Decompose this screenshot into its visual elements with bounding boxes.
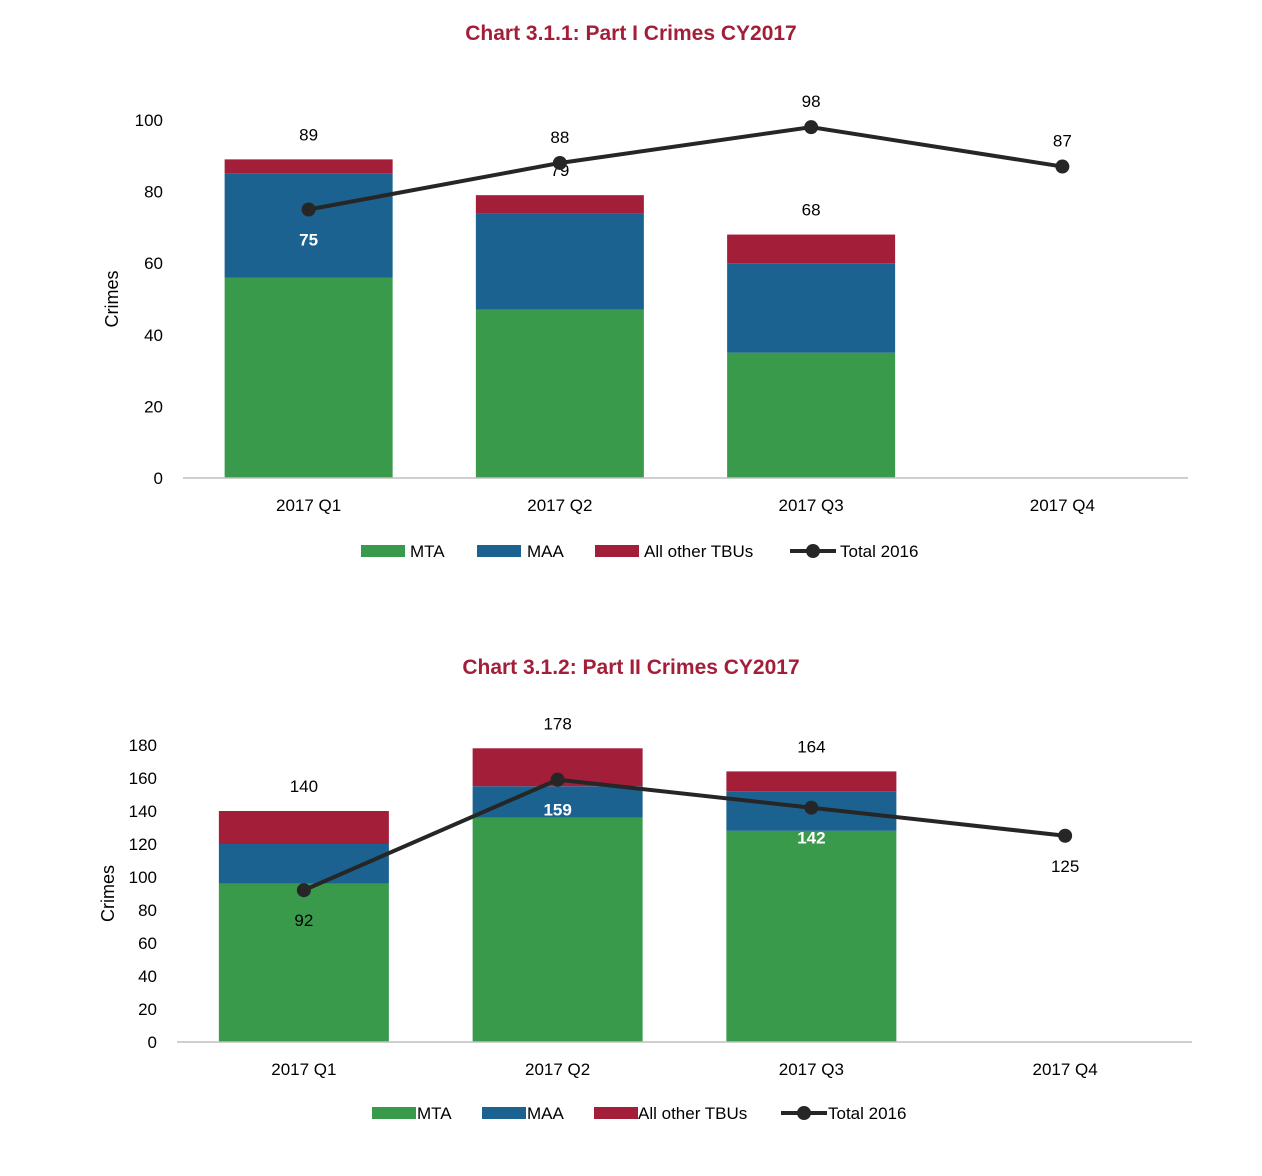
legend-label-total-2016: Total 2016	[828, 1104, 906, 1123]
bar-mta-0	[224, 277, 393, 478]
line-point-total-2016	[301, 202, 316, 217]
line-point-total-2016	[552, 155, 567, 170]
bar-total-label: 178	[543, 714, 571, 733]
y-tick-label: 60	[144, 254, 163, 273]
chart-part-ii-crimes: Chart 3.1.2: Part II Crimes CY2017 Crime…	[0, 590, 1262, 1176]
chart-title: Chart 3.1.2: Part II Crimes CY2017	[462, 656, 800, 679]
legend-label-all-other-tbus: All other TBUs	[638, 1104, 747, 1123]
legend-swatch-all-other-tbus	[595, 545, 639, 557]
bar-total-label: 89	[299, 125, 318, 144]
y-tick-label: 160	[129, 769, 157, 788]
y-tick-label: 40	[138, 967, 157, 986]
line-data-label: 87	[1053, 132, 1072, 151]
y-tick-label: 100	[135, 111, 163, 130]
bar-mta-2	[726, 830, 897, 1042]
y-tick-label: 40	[144, 326, 163, 345]
bar-mta-2	[727, 352, 896, 478]
bar-mta-0	[218, 883, 389, 1042]
bar-mta-1	[475, 309, 644, 478]
legend-swatch-maa	[482, 1107, 526, 1119]
x-tick-label: 2017 Q4	[1030, 496, 1095, 515]
x-tick-label: 2017 Q3	[779, 1060, 844, 1079]
legend-swatch-mta	[372, 1107, 416, 1119]
line-data-label: 125	[1051, 857, 1079, 876]
bar-all-other-tbus-2	[726, 771, 897, 792]
line-data-label: 142	[797, 829, 825, 848]
y-tick-label: 60	[138, 934, 157, 953]
legend-marker-total-2016	[806, 544, 820, 558]
chart-plot-area: Crimes 0 20 40 60 80 100 120 140 160 180 140 178 164 2…	[98, 714, 1192, 1123]
y-tick-label: 80	[138, 901, 157, 920]
line-total-2016	[303, 777, 1066, 893]
x-tick-label: 2017 Q2	[525, 1060, 590, 1079]
bar-total-label: 68	[802, 201, 821, 220]
chart-title: Chart 3.1.1: Part I Crimes CY2017	[465, 22, 797, 45]
y-tick-label: 80	[144, 183, 163, 202]
bar-all-other-tbus-1	[475, 195, 644, 214]
x-tick-label: 2017 Q4	[1033, 1060, 1098, 1079]
line-point-total-2016	[296, 883, 311, 898]
bar-total-label: 140	[290, 777, 318, 796]
legend-swatch-maa	[477, 545, 521, 557]
line-data-label: 92	[294, 911, 313, 930]
legend-marker-total-2016	[797, 1106, 811, 1120]
y-tick-label: 140	[129, 802, 157, 821]
legend-label-mta: MTA	[417, 1104, 452, 1123]
legend-label-mta: MTA	[410, 542, 445, 561]
x-tick-label: 2017 Q3	[779, 496, 844, 515]
bar-all-other-tbus-0	[218, 811, 389, 844]
line-point-total-2016	[1055, 159, 1070, 174]
y-tick-label: 100	[129, 868, 157, 887]
x-tick-label: 2017 Q1	[271, 1060, 336, 1079]
legend-swatch-all-other-tbus	[594, 1107, 638, 1119]
line-data-label: 159	[543, 801, 571, 820]
legend-label-total-2016: Total 2016	[840, 542, 918, 561]
legend-label-maa: MAA	[527, 542, 565, 561]
y-tick-label: 0	[154, 469, 163, 488]
y-tick-label: 20	[144, 397, 163, 416]
line-point-total-2016	[550, 772, 565, 787]
chart-part-i-crimes: Chart 3.1.1: Part I Crimes CY2017 Crimes…	[102, 22, 1188, 561]
legend-label-all-other-tbus: All other TBUs	[644, 542, 753, 561]
line-point-total-2016	[804, 120, 819, 135]
y-axis-label: Crimes	[102, 271, 122, 328]
bar-all-other-tbus-2	[727, 234, 896, 264]
line-data-label: 75	[299, 231, 318, 250]
line-point-total-2016	[804, 800, 819, 815]
line-total-2016	[308, 125, 1063, 212]
bar-total-label: 164	[797, 737, 825, 756]
bar-maa-0	[224, 173, 393, 278]
line-point-total-2016	[1058, 828, 1073, 843]
y-tick-label: 120	[129, 835, 157, 854]
y-axis-label: Crimes	[98, 865, 118, 922]
line-data-label: 88	[550, 128, 569, 147]
bar-maa-1	[472, 786, 643, 818]
bar-maa-1	[475, 213, 644, 310]
bar-all-other-tbus-0	[224, 159, 393, 174]
legend-label-maa: MAA	[527, 1104, 565, 1123]
line-data-label: 98	[802, 92, 821, 111]
bar-mta-1	[472, 817, 643, 1042]
bar-maa-2	[727, 263, 896, 353]
y-tick-label: 0	[148, 1033, 157, 1052]
x-tick-label: 2017 Q2	[527, 496, 592, 515]
y-tick-label: 20	[138, 1000, 157, 1019]
x-tick-label: 2017 Q1	[276, 496, 341, 515]
legend-swatch-mta	[361, 545, 405, 557]
y-tick-label: 180	[129, 736, 157, 755]
